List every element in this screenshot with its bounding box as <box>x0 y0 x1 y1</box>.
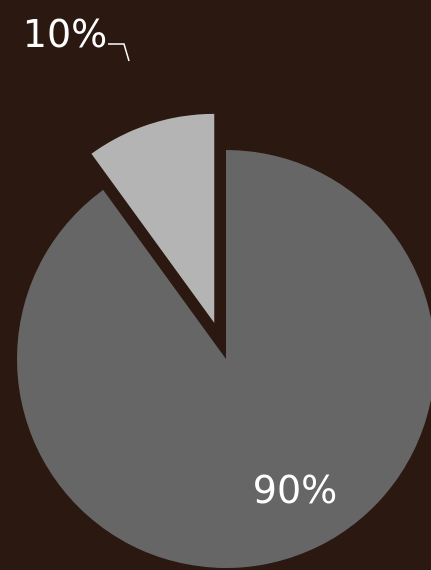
pie-slice-10 <box>91 113 215 323</box>
slice-label-90: 90% <box>253 468 337 512</box>
pie-labels: 90% 10% <box>23 12 337 512</box>
pie-slice-90 <box>17 150 431 568</box>
slice-label-10: 10% <box>23 12 107 56</box>
pie-slices <box>17 113 431 568</box>
leader-line-10 <box>108 43 130 62</box>
